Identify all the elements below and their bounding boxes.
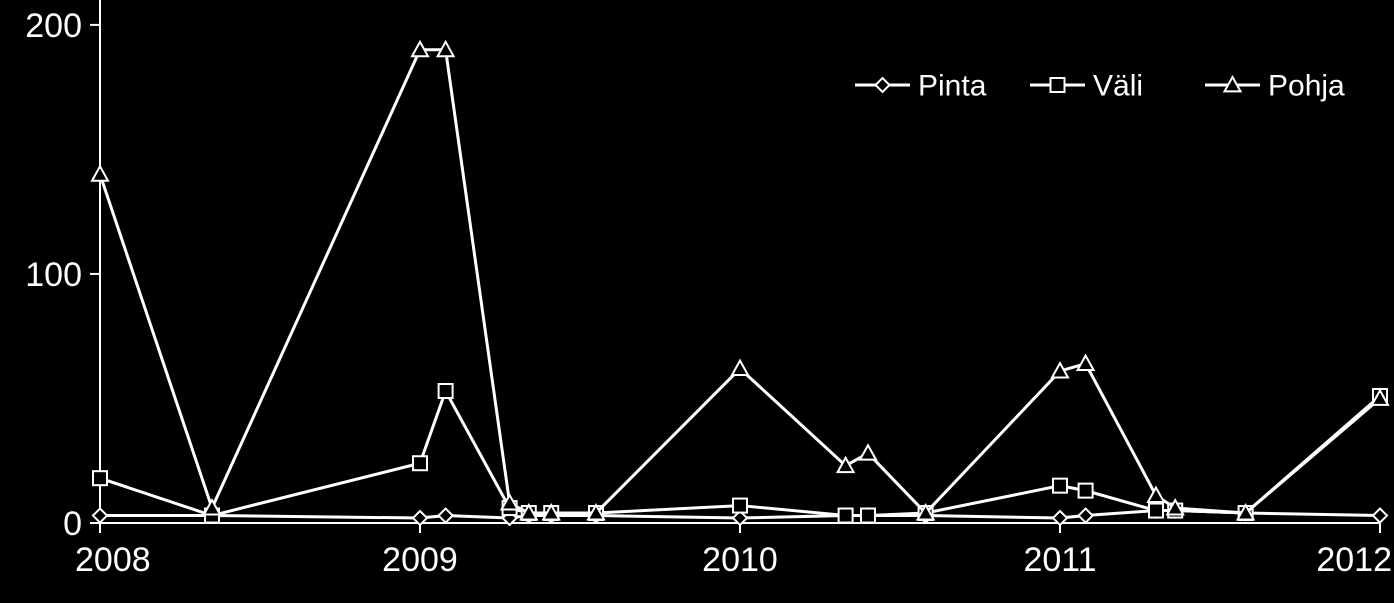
series-marker-väli <box>1079 484 1093 498</box>
x-tick-label: 2011 <box>1023 541 1096 579</box>
x-tick-label: 2008 <box>75 541 151 579</box>
line-chart: 0 100 200 2008 2009 2010 2011 2012 Pinta Väli Pohj… <box>0 0 1394 603</box>
legend-label-väli: Väli <box>1093 70 1143 103</box>
series-marker-väli <box>439 384 453 398</box>
legend-marker-väli <box>1051 78 1065 92</box>
y-tick-label: 100 <box>25 256 82 294</box>
series-marker-väli <box>93 471 107 485</box>
y-tick-label: 200 <box>25 7 82 45</box>
series-marker-väli <box>839 509 853 523</box>
legend-label-pohja: Pohja <box>1268 70 1345 103</box>
series-marker-väli <box>861 509 875 523</box>
series-marker-väli <box>1053 479 1067 493</box>
x-tick-label: 2012 <box>1316 541 1392 579</box>
series-marker-väli <box>413 456 427 470</box>
chart-svg: 0 100 200 2008 2009 2010 2011 2012 Pinta Väli Pohj… <box>0 0 1394 603</box>
series-marker-väli <box>733 499 747 513</box>
legend-label-pinta: Pinta <box>918 70 987 103</box>
series-marker-väli <box>1149 504 1163 518</box>
x-tick-label: 2010 <box>702 541 778 579</box>
x-tick-label: 2009 <box>382 541 458 579</box>
y-tick-label: 0 <box>63 505 82 543</box>
